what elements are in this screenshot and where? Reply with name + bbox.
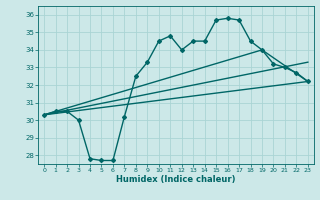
X-axis label: Humidex (Indice chaleur): Humidex (Indice chaleur) bbox=[116, 175, 236, 184]
